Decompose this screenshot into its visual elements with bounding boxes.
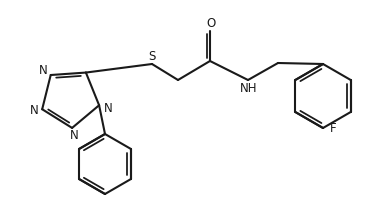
Text: N: N [30, 104, 39, 117]
Text: S: S [148, 49, 156, 62]
Text: N: N [70, 129, 78, 142]
Text: O: O [206, 16, 216, 29]
Text: NH: NH [240, 82, 258, 95]
Text: N: N [39, 63, 48, 76]
Text: F: F [330, 122, 336, 135]
Text: N: N [104, 102, 112, 115]
